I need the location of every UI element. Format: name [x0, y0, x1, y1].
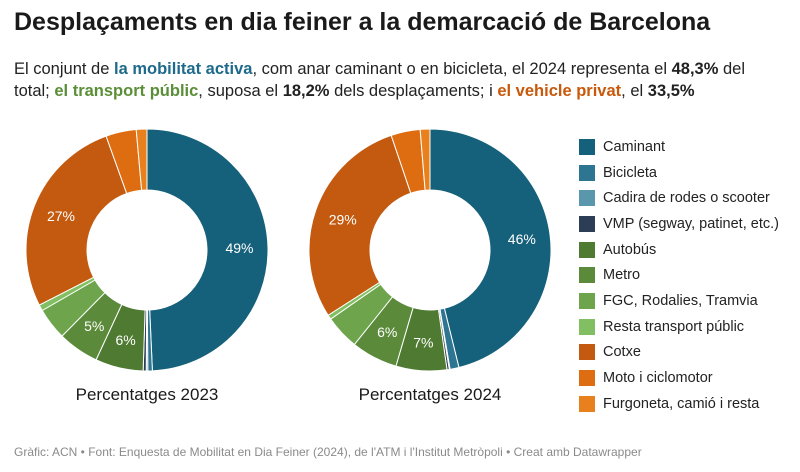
slice-furgoneta-cami-i-resta-2: [419, 128, 431, 191]
slice-label: 29%: [329, 211, 357, 227]
subtitle-text-6: , el: [621, 82, 648, 100]
legend-swatch: [579, 164, 595, 181]
chart-caption-1: Percentatges 2023: [76, 385, 219, 404]
legend-item: Resta transport públic: [579, 314, 779, 340]
legend-item: Cotxe: [579, 340, 779, 366]
slice-label: 5%: [84, 318, 104, 334]
legend-label: Cotxe: [603, 344, 641, 361]
slice-cotxe-1: [25, 135, 128, 306]
slice-cotxe-2: [308, 134, 412, 316]
legend-item: Caminant: [579, 134, 779, 160]
legend-label: Furgoneta, camió i resta: [603, 395, 760, 412]
legend-swatch: [579, 190, 595, 207]
slice-label: 6%: [377, 324, 397, 340]
legend-swatch: [579, 395, 595, 412]
legend-label: Bicicleta: [603, 164, 657, 181]
slice-label: 7%: [413, 334, 433, 350]
legend-swatch: [579, 138, 595, 155]
legend-item: Bicicleta: [579, 160, 779, 186]
legend-swatch: [579, 370, 595, 387]
highlight-private-vehicle: el vehicle privat: [497, 82, 622, 100]
legend-label: Resta transport públic: [603, 318, 745, 335]
legend-label: Cadira de rodes o scooter: [603, 190, 770, 207]
legend-swatch: [579, 241, 595, 258]
subtitle-text-1: El conjunt de: [14, 60, 114, 78]
legend-item: FGC, Rodalies, Tramvia: [579, 288, 779, 314]
legend-label: Moto i ciclomotor: [603, 370, 713, 387]
legend-item: Metro: [579, 262, 779, 288]
legend-label: Autobús: [603, 241, 657, 258]
public-transport-percentage: 18,2%: [282, 82, 330, 100]
legend-swatch: [579, 267, 595, 284]
subtitle-text-5: dels desplaçaments; i: [329, 82, 498, 100]
slice-caminant-2: [429, 128, 552, 369]
legend-label: Caminant: [603, 138, 666, 155]
legend-swatch: [579, 215, 595, 232]
chart-caption-2: Percentatges 2024: [359, 385, 502, 404]
chart-legend: Caminant Bicicleta Cadira de rodes o scoot…: [579, 134, 779, 417]
legend-item: Moto i ciclomotor: [579, 365, 779, 391]
highlight-public-transport: el transport públic: [54, 82, 199, 100]
legend-item: Cadira de rodes o scooter: [579, 185, 779, 211]
legend-item: VMP (segway, patinet, etc.): [579, 211, 779, 237]
legend-swatch: [579, 292, 595, 309]
subtitle-text-3: del total;: [14, 60, 746, 100]
slice-label: 6%: [116, 332, 136, 348]
legend-item: Furgoneta, camió i resta: [579, 391, 779, 417]
slice-furgoneta-cami-i-resta-1: [135, 128, 148, 191]
legend-label: VMP (segway, patinet, etc.): [603, 215, 779, 232]
chart-title: Desplaçaments en dia feiner a la demarca…: [14, 8, 711, 36]
legend-swatch: [579, 318, 595, 335]
legend-item: Autobús: [579, 237, 779, 263]
private-vehicle-percentage: 33,5%: [647, 82, 695, 100]
legend-label: Metro: [603, 267, 641, 284]
highlight-active-mobility: la mobilitat activa: [113, 60, 253, 78]
subtitle-text-2: , com anar caminant o en bicicleta, el 2…: [252, 60, 672, 78]
slice-label: 46%: [508, 231, 536, 247]
source-footer: Gràfic: ACN • Font: Enquesta de Mobilita…: [14, 445, 642, 459]
slice-label: 49%: [225, 240, 253, 256]
chart-subtitle: El conjunt de la mobilitat activa, com a…: [14, 58, 784, 102]
active-mobility-percentage: 48,3%: [671, 60, 719, 78]
subtitle-text-4: , suposa el: [198, 82, 283, 100]
slice-caminant-1: [146, 128, 269, 372]
legend-label: FGC, Rodalies, Tramvia: [603, 292, 758, 309]
slice-label: 27%: [47, 208, 75, 224]
legend-swatch: [579, 344, 595, 361]
